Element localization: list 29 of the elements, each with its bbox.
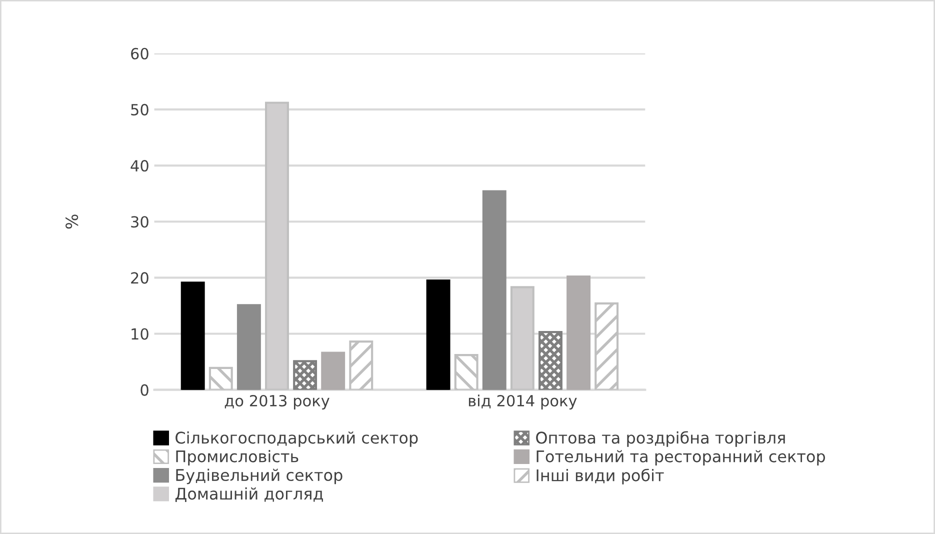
y-tick-label: 10 — [132, 328, 148, 340]
legend-label: Будівельний сектор — [176, 468, 342, 484]
y-tick-label: 30 — [131, 216, 148, 228]
y-axis-title: % — [66, 214, 78, 229]
y-tick-label: 20 — [131, 272, 148, 284]
legend-label: Домашній догляд — [175, 487, 323, 502]
legend-label: Оптова та роздрібна торгівля — [536, 431, 785, 447]
bar — [208, 366, 233, 390]
bar — [349, 340, 374, 390]
y-tick-label: 0 — [140, 384, 148, 396]
legend-label: Промисловість — [176, 450, 298, 466]
bar — [594, 302, 619, 390]
y-tick-label: 50 — [131, 104, 148, 116]
bar — [321, 352, 346, 390]
bar — [454, 354, 478, 390]
legend-label: Сількогосподарський сектор — [176, 431, 418, 447]
bar — [426, 279, 450, 390]
x-tick-label: до 2013 року — [224, 394, 330, 410]
legend-label: Готельний та ресторанний сектор — [536, 450, 825, 466]
bar — [180, 282, 205, 390]
y-tick-label: 40 — [130, 160, 148, 172]
y-tick-label: 60 — [131, 48, 148, 60]
legend-label: Інші види робіт — [536, 468, 664, 484]
bar — [482, 190, 506, 390]
x-tick-label: від 2014 року — [468, 394, 577, 410]
bar — [566, 276, 591, 390]
bar — [293, 360, 318, 390]
bar — [538, 331, 562, 390]
bar — [236, 304, 261, 390]
